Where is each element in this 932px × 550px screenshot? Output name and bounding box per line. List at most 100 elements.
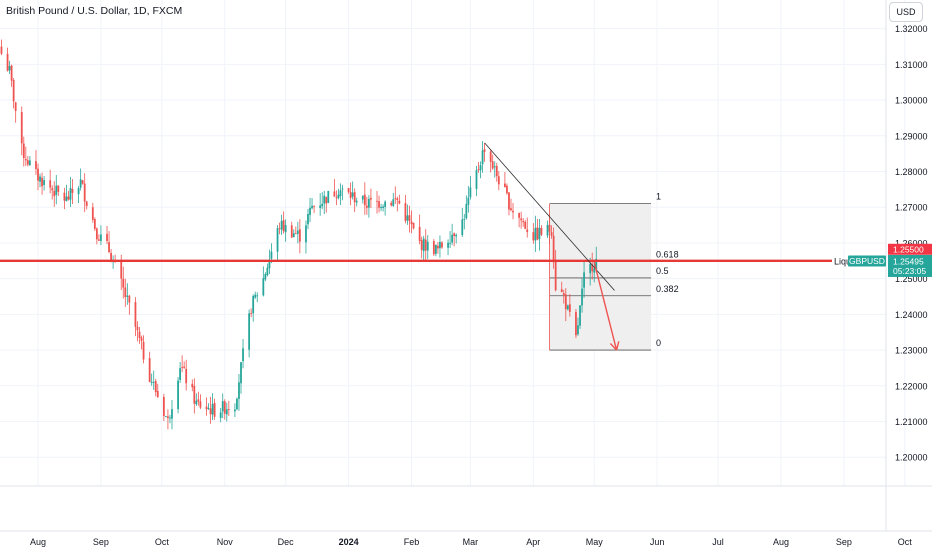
candle — [238, 373, 240, 411]
candle — [390, 200, 393, 207]
candle-body — [439, 241, 441, 249]
candle-body — [577, 325, 579, 335]
candle — [156, 383, 159, 398]
candle-body — [67, 196, 70, 200]
candle-body — [447, 242, 449, 248]
candle-body — [57, 185, 60, 192]
candle-body — [376, 200, 378, 202]
candle — [225, 402, 228, 422]
candle — [138, 326, 141, 344]
candle-body — [280, 220, 283, 230]
candle — [236, 397, 238, 411]
candle-body — [538, 227, 541, 240]
candle-body — [20, 112, 23, 144]
fib-zone — [549, 203, 652, 351]
candle — [554, 250, 557, 292]
candle — [361, 195, 364, 204]
candle-body — [491, 161, 494, 169]
chart-drawings[interactable]: Liqu — [0, 142, 851, 351]
candle — [491, 154, 494, 170]
candle — [55, 174, 58, 205]
time-tick-label: Oct — [155, 537, 170, 547]
candle — [22, 136, 25, 167]
candle — [53, 181, 56, 207]
candle-body — [524, 221, 527, 229]
time-tick-label: Nov — [217, 537, 234, 547]
candle-body — [546, 224, 549, 236]
candle — [181, 355, 184, 373]
candle — [512, 203, 514, 220]
candle — [321, 192, 324, 210]
fib-level-label: 0.382 — [656, 284, 679, 294]
candle — [43, 176, 45, 191]
candle-body — [181, 367, 184, 368]
candle — [323, 190, 326, 215]
candle — [404, 194, 407, 224]
candle — [347, 187, 350, 194]
price-tick-label: 1.27000 — [895, 203, 928, 213]
price-tick-label: 1.26000 — [895, 238, 928, 248]
candle — [479, 161, 482, 179]
candle — [365, 196, 368, 215]
candle-body — [154, 381, 157, 393]
currency-button[interactable]: USD — [889, 2, 923, 22]
fibonacci-retracement[interactable]: 1 0.618 0.5 0.382 0 — [549, 192, 679, 351]
time-axis[interactable]: Aug Sep Oct Nov Dec 2024 Feb Mar Apr May Jun Jul Aug… — [0, 485, 932, 547]
candle — [185, 359, 188, 391]
candle — [122, 266, 125, 299]
candle — [439, 235, 441, 258]
candle-body — [248, 313, 251, 350]
candle — [392, 192, 395, 207]
candle-body — [581, 288, 583, 306]
candle — [223, 399, 226, 420]
candle — [39, 173, 41, 188]
candle-body — [351, 192, 354, 197]
countdown-label: 05:23:05 — [893, 266, 926, 276]
candle — [461, 207, 464, 238]
candle — [307, 208, 309, 230]
candle — [406, 204, 409, 225]
candle-body — [234, 409, 236, 412]
candle-body — [520, 218, 523, 221]
candle — [91, 202, 94, 223]
candle — [378, 195, 380, 213]
candle — [211, 393, 214, 420]
candle-body — [91, 207, 94, 220]
candle — [311, 198, 313, 210]
candle-body — [256, 295, 259, 297]
price-tick-label: 1.24000 — [895, 310, 928, 320]
candle — [128, 294, 131, 315]
candle-body — [518, 213, 521, 218]
candle-body — [26, 160, 29, 165]
candle-body — [69, 187, 72, 200]
level-price-label: 1.25500 — [893, 244, 924, 254]
candle — [522, 217, 525, 227]
candle-body — [240, 362, 242, 384]
candle-body — [481, 150, 484, 165]
candle-body — [319, 205, 322, 208]
candle — [382, 204, 384, 212]
candle — [164, 415, 167, 418]
candle — [12, 78, 15, 109]
liquidity-label: Liqu — [834, 256, 851, 266]
candle — [524, 220, 527, 230]
price-axis[interactable]: 1.32000 1.31000 1.30000 1.29000 1.28000 1.270… — [885, 0, 928, 531]
candle — [325, 196, 328, 213]
candle-body — [394, 198, 397, 200]
candle-body — [268, 259, 271, 269]
candle-body — [250, 312, 253, 314]
candle-body — [434, 244, 437, 254]
candle-body — [126, 295, 129, 297]
candle — [341, 184, 344, 201]
candle-body — [467, 197, 470, 205]
candle-body — [479, 165, 482, 171]
candle-body — [589, 264, 592, 274]
candle-body — [55, 185, 58, 195]
candle — [266, 263, 269, 277]
candle-body — [311, 205, 313, 209]
candle — [408, 205, 411, 233]
candle-body — [327, 190, 330, 203]
candle-body — [380, 206, 382, 209]
candle — [394, 186, 397, 204]
